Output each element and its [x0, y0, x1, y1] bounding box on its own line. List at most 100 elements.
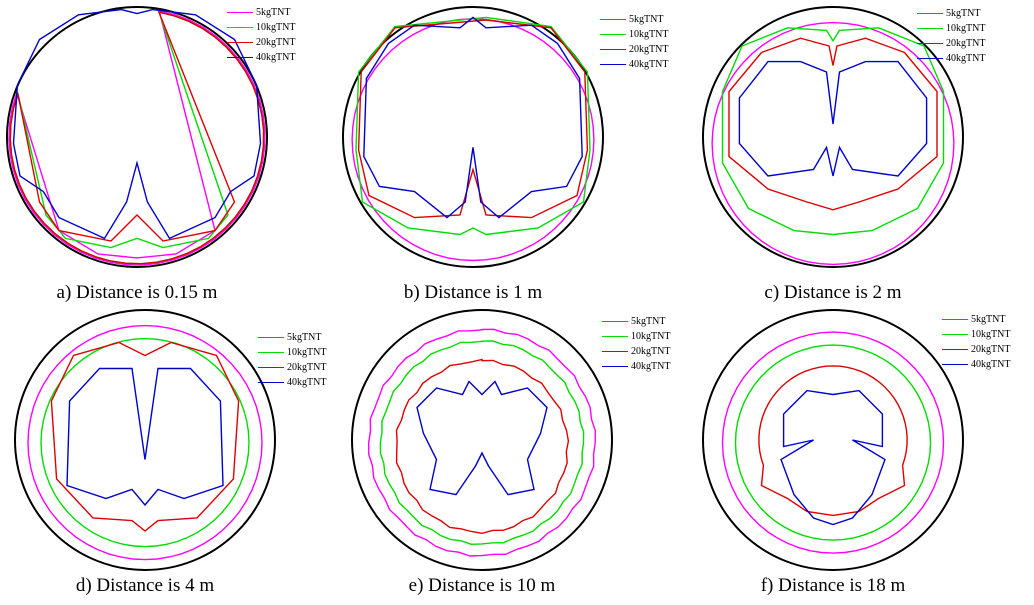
- legend-swatch: [227, 42, 253, 43]
- contour-10kgTNT: [379, 340, 585, 546]
- legend-swatch: [600, 34, 626, 35]
- legend-label: 10kgTNT: [971, 329, 1011, 340]
- panel-caption: a) Distance is 0.15 m: [56, 282, 218, 303]
- legend-swatch: [258, 352, 284, 353]
- legend-entry: 40kgTNT: [602, 359, 670, 374]
- panel-caption: b) Distance is 1 m: [403, 282, 543, 303]
- panel-caption: f) Distance is 18 m: [760, 575, 906, 596]
- legend-label: 40kgTNT: [971, 359, 1011, 370]
- panel-3: 5kgTNT 10kgTNT 20kgTNT 40kgTNT c) Distance i…: [689, 0, 1034, 303]
- contour-5kgTNT: [8, 9, 266, 266]
- legend-label: 20kgTNT: [287, 362, 327, 373]
- contour-5kgTNT: [711, 21, 955, 266]
- legend-label: 10kgTNT: [631, 331, 671, 342]
- contour-5kgTNT: [27, 324, 263, 561]
- legend-swatch: [942, 334, 968, 335]
- legend-label: 5kgTNT: [631, 316, 666, 327]
- legend-swatch: [227, 12, 253, 13]
- legend-label: 40kgTNT: [946, 53, 986, 64]
- legend-swatch: [942, 364, 968, 365]
- contour-10kgTNT: [721, 27, 945, 236]
- section-boundary: [342, 6, 604, 268]
- contour-40kgTNT: [66, 367, 224, 507]
- legend-entry: 20kgTNT: [602, 344, 670, 359]
- section-boundary: [702, 6, 964, 268]
- legend-entry: 40kgTNT: [600, 57, 668, 72]
- legend-label: 20kgTNT: [946, 38, 986, 49]
- legend-entry: 5kgTNT: [942, 312, 1010, 327]
- legend-entry: 5kgTNT: [227, 5, 295, 20]
- legend-label: 5kgTNT: [287, 332, 322, 343]
- section-boundary: [351, 309, 613, 571]
- legend-swatch: [602, 321, 628, 322]
- panel-1: 5kgTNT 10kgTNT 20kgTNT 40kgTNT a) Distance i…: [0, 0, 345, 303]
- contour-plot: [702, 309, 964, 571]
- contour-20kgTNT: [50, 341, 240, 532]
- legend: 5kgTNT 10kgTNT 20kgTNT 40kgTNT: [600, 12, 668, 72]
- legend-entry: 40kgTNT: [227, 50, 295, 65]
- legend: 5kgTNT 10kgTNT 20kgTNT 40kgTNT: [227, 5, 295, 65]
- legend-entry: 40kgTNT: [942, 357, 1010, 372]
- panel-6: 5kgTNT 10kgTNT 20kgTNT 40kgTNT f) Distance i…: [689, 302, 1034, 604]
- legend-label: 40kgTNT: [287, 377, 327, 388]
- legend-entry: 5kgTNT: [258, 330, 326, 345]
- legend-label: 20kgTNT: [256, 37, 296, 48]
- legend-swatch: [227, 27, 253, 28]
- legend-entry: 40kgTNT: [917, 51, 985, 66]
- panel-5: 5kgTNT 10kgTNT 20kgTNT 40kgTNT e) Distance i…: [345, 302, 690, 604]
- contour-40kgTNT: [780, 389, 886, 526]
- legend-entry: 10kgTNT: [942, 327, 1010, 342]
- legend-swatch: [258, 367, 284, 368]
- contour-40kgTNT: [738, 60, 928, 177]
- contour-plot: [351, 309, 613, 571]
- legend: 5kgTNT 10kgTNT 20kgTNT 40kgTNT: [602, 314, 670, 374]
- legend-swatch: [602, 351, 628, 352]
- legend-label: 5kgTNT: [971, 314, 1006, 325]
- legend-swatch: [600, 64, 626, 65]
- legend-swatch: [602, 366, 628, 367]
- contour-40kgTNT: [12, 8, 262, 240]
- legend-entry: 10kgTNT: [600, 27, 668, 42]
- legend-label: 10kgTNT: [287, 347, 327, 358]
- legend-entry: 5kgTNT: [917, 6, 985, 21]
- legend-entry: 10kgTNT: [602, 329, 670, 344]
- contour-5kgTNT: [367, 328, 597, 557]
- legend-label: 10kgTNT: [946, 23, 986, 34]
- legend-label: 10kgTNT: [256, 22, 296, 33]
- contour-10kgTNT: [355, 16, 591, 236]
- contour-5kgTNT: [721, 331, 945, 554]
- legend-swatch: [917, 13, 943, 14]
- legend-entry: 20kgTNT: [942, 342, 1010, 357]
- legend-entry: 5kgTNT: [602, 314, 670, 329]
- contour-plot: [702, 6, 964, 268]
- legend-swatch: [227, 57, 253, 58]
- panel-2: 5kgTNT 10kgTNT 20kgTNT 40kgTNT b) Distance i…: [342, 0, 690, 303]
- contour-20kgTNT: [758, 365, 908, 517]
- panel-4: 5kgTNT 10kgTNT 20kgTNT 40kgTNT d) Distance i…: [0, 302, 345, 604]
- legend-entry: 10kgTNT: [227, 20, 295, 35]
- legend-swatch: [942, 349, 968, 350]
- legend-entry: 10kgTNT: [258, 345, 326, 360]
- legend-label: 40kgTNT: [631, 361, 671, 372]
- legend-swatch: [258, 337, 284, 338]
- contour-plot: [342, 6, 604, 268]
- legend-swatch: [602, 336, 628, 337]
- legend-entry: 20kgTNT: [600, 42, 668, 57]
- legend-label: 5kgTNT: [946, 8, 981, 19]
- legend-label: 40kgTNT: [256, 52, 296, 63]
- contour-40kgTNT: [363, 16, 583, 219]
- contour-plot: [14, 309, 276, 571]
- legend-entry: 20kgTNT: [917, 36, 985, 51]
- legend-swatch: [600, 49, 626, 50]
- section-boundary: [6, 6, 268, 268]
- contour-10kgTNT: [734, 344, 932, 541]
- contour-plot: [6, 6, 268, 268]
- legend-label: 10kgTNT: [629, 29, 669, 40]
- legend-entry: 20kgTNT: [258, 360, 326, 375]
- legend-entry: 5kgTNT: [600, 12, 668, 27]
- legend-swatch: [942, 319, 968, 320]
- contour-10kgTNT: [40, 337, 250, 548]
- section-boundary: [702, 309, 964, 571]
- legend: 5kgTNT 10kgTNT 20kgTNT 40kgTNT: [917, 6, 985, 66]
- panel-caption: e) Distance is 10 m: [408, 575, 556, 596]
